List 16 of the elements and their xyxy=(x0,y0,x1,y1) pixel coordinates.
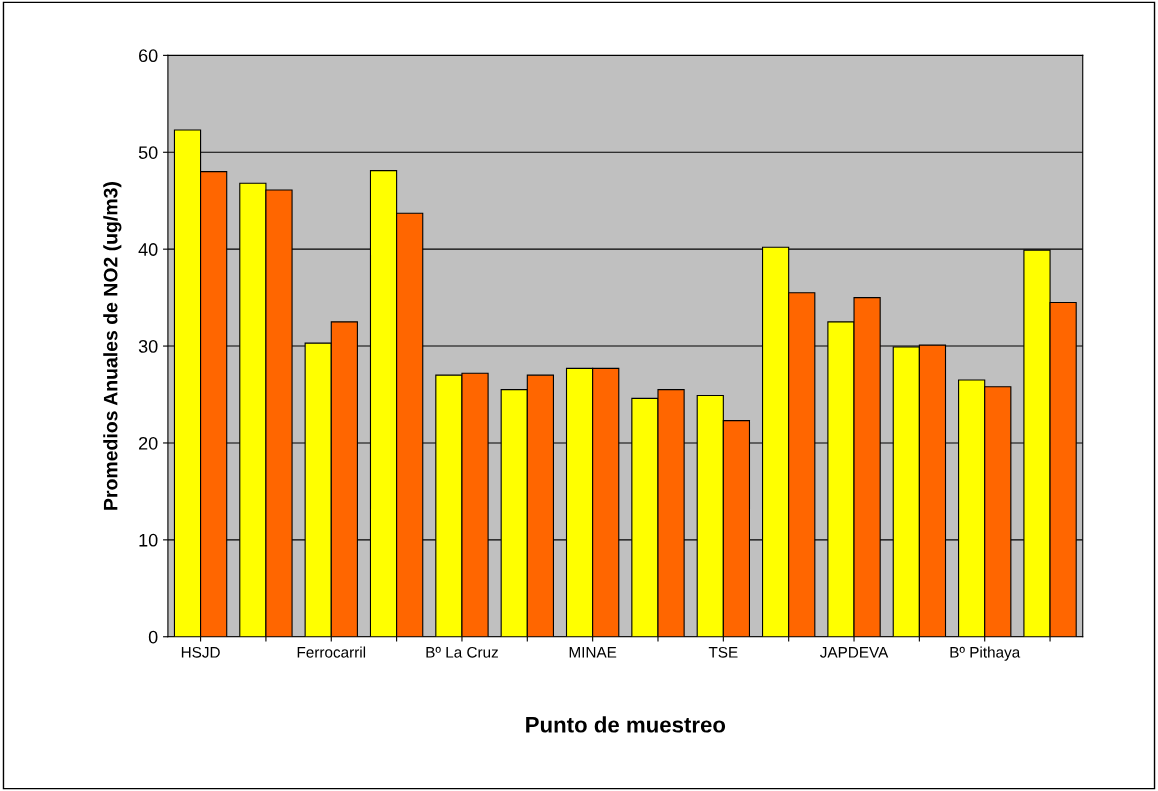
y-tick-label: 40 xyxy=(138,243,158,256)
x-tick-label: Ferrocarril xyxy=(297,646,366,658)
y-tick-label: 10 xyxy=(139,533,158,547)
y-tick-label: 30 xyxy=(138,340,158,353)
y-tick-label: 20 xyxy=(139,436,158,450)
y-tick-label: 60 xyxy=(139,49,158,63)
x-tick-label: HSJD xyxy=(181,646,220,658)
y-tick-label: 50 xyxy=(138,146,158,159)
x-tick-label: Bº Pithaya xyxy=(950,646,1021,661)
y-tick-label: 0 xyxy=(148,630,158,644)
x-tick-label: TSE xyxy=(708,646,738,658)
y-axis-title: Promedios Anuales de NO2 (ug/m3) xyxy=(103,182,122,510)
x-tick-label: Bº La Cruz xyxy=(426,646,498,658)
x-tick-label: MINAE xyxy=(569,647,617,658)
x-axis-title: Punto de muestreo xyxy=(526,716,726,733)
x-tick-label: JAPDEVA xyxy=(820,647,889,658)
